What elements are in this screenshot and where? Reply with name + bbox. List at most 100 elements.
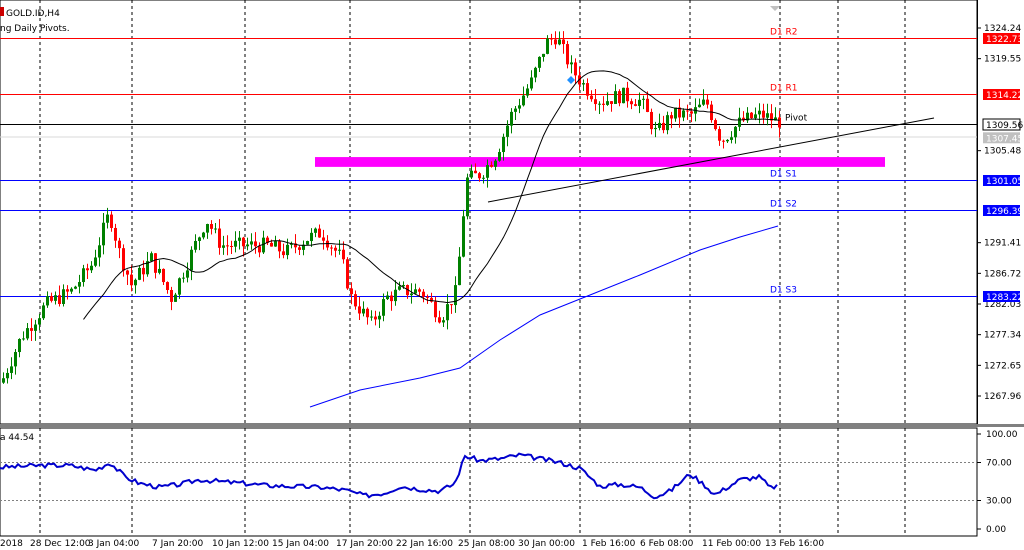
time-tick: 3 Jan 04:00	[88, 539, 140, 549]
candle-body	[470, 170, 473, 178]
svg-text:1314.22: 1314.22	[986, 91, 1023, 101]
candle-body	[570, 62, 573, 65]
time-axis[interactable]: 2018 28 Dec 12:00 3 Jan 04:00 7 Jan 20:0…	[0, 539, 824, 549]
price-tick: 1291.41	[984, 239, 1021, 249]
candle-body	[346, 259, 349, 289]
candle-body	[142, 267, 145, 275]
candle-body	[770, 113, 773, 121]
candle-body	[386, 295, 389, 300]
candle-body	[134, 279, 137, 286]
candle-body	[46, 296, 49, 306]
candle-body	[70, 288, 73, 292]
candle-body	[358, 306, 361, 314]
candle-body	[434, 301, 437, 318]
candle-body	[402, 285, 405, 287]
price-tick: 1286.72	[984, 269, 1021, 279]
candle-body	[502, 136, 505, 153]
candle-body	[594, 99, 597, 105]
candle-body	[174, 294, 177, 302]
candle-body	[522, 95, 525, 106]
candle-body	[314, 228, 317, 233]
candle-body	[458, 256, 461, 286]
candle-body	[574, 62, 577, 76]
candle-body	[758, 110, 761, 115]
candle-body	[666, 115, 669, 131]
candle-body	[190, 249, 193, 271]
candle-body	[394, 289, 397, 302]
candle-body	[390, 295, 393, 302]
time-tick: 25 Jan 08:00	[458, 539, 515, 549]
pivot-lines	[0, 38, 977, 297]
scroll-arrow-icon[interactable]	[770, 6, 780, 11]
candle-body	[546, 38, 549, 54]
candle-body	[422, 291, 425, 297]
candle-body	[14, 352, 17, 367]
rsi-line	[0, 452, 778, 500]
pivot-label-s2: D1 S2	[770, 200, 797, 210]
candle-body	[2, 378, 5, 383]
candle-body	[518, 105, 521, 109]
candle-body	[206, 224, 209, 233]
candle-body	[22, 338, 25, 340]
candle-body	[126, 270, 129, 275]
candle-body	[414, 289, 417, 294]
candle-body	[186, 270, 189, 278]
candle-body	[558, 39, 561, 45]
candle-body	[658, 122, 661, 128]
candle-body	[698, 104, 701, 108]
current-price-tag: 1307.45	[983, 132, 1023, 144]
moving-average-slow	[309, 225, 779, 408]
time-tick: 17 Jan 20:00	[336, 539, 393, 549]
candle-body	[506, 125, 509, 137]
price-axis[interactable]	[977, 0, 981, 424]
candle-body	[310, 232, 313, 242]
candle-body	[266, 237, 269, 243]
candle-body	[454, 285, 457, 306]
candle-body	[94, 257, 97, 266]
candle-body	[258, 246, 261, 253]
candle-body	[614, 91, 617, 104]
candle-body	[354, 294, 357, 307]
candle-body	[222, 245, 225, 248]
candle-body	[686, 110, 689, 112]
candle-body	[486, 165, 489, 178]
candle-body	[774, 117, 777, 121]
candle-body	[130, 274, 133, 286]
trendline[interactable]	[487, 117, 935, 203]
candle-body	[238, 237, 241, 241]
candle-body	[334, 247, 337, 251]
time-tick: 1 Feb 16:00	[582, 539, 636, 549]
support-zone-rectangle[interactable]	[315, 157, 885, 167]
candle-body	[638, 99, 641, 106]
candle-body	[490, 165, 493, 167]
candle-body	[366, 308, 369, 318]
candle-body	[82, 268, 85, 283]
time-tick: 6 Feb 08:00	[640, 539, 694, 549]
candle-body	[182, 277, 185, 279]
candle-body	[86, 268, 89, 271]
time-tick: 2018	[0, 539, 23, 549]
time-tick: 11 Feb 00:00	[702, 539, 761, 549]
candle-body	[674, 107, 677, 119]
candle-body	[58, 295, 61, 304]
candle-body	[202, 232, 205, 238]
candle-body	[26, 328, 29, 339]
candle-body	[138, 267, 141, 280]
rsi-level-label: 0.00	[986, 525, 1006, 535]
time-tick: 30 Jan 00:00	[518, 539, 575, 549]
candle-body	[538, 56, 541, 68]
candle-body	[250, 241, 253, 245]
candle-body	[702, 99, 705, 105]
candle-body	[78, 282, 81, 287]
candle-body	[166, 282, 169, 290]
candle-body	[98, 245, 101, 258]
candle-body	[194, 240, 197, 250]
candle-body	[478, 173, 481, 179]
price-tick: 1319.55	[984, 55, 1021, 65]
candle-body	[498, 152, 501, 161]
candle-body	[262, 237, 265, 253]
candle-body	[550, 38, 553, 40]
rsi-level-label: 70.00	[986, 459, 1012, 469]
